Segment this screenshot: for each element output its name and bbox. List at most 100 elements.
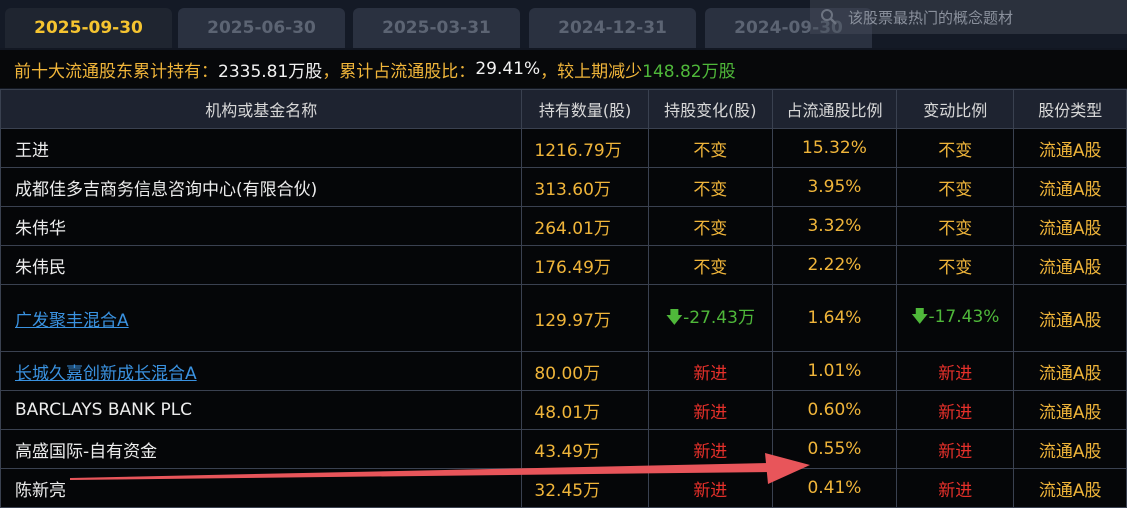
holding-change-value: 不变 (693, 257, 728, 278)
table-header: 机构或基金名称 持有数量(股) 持股变化(股) 占流通股比例 变动比例 股份类型 (0, 89, 1127, 129)
table-row[interactable]: 王进 1216.79万 不变 15.32% 不变 流通A股 (0, 128, 1127, 168)
change-ratio: 新进 (895, 390, 1015, 430)
holding-qty: 313.60万 (521, 167, 649, 207)
tab-2025-06-30[interactable]: 2025-06-30 (178, 8, 345, 48)
change-ratio: 新进 (895, 468, 1015, 508)
holding-change: 不变 (647, 206, 773, 246)
holding-change: 新进 (647, 468, 773, 508)
holding-change-value: 新进 (693, 480, 728, 501)
summary-label-total: 前十大流通股东累计持有： (14, 61, 218, 82)
holding-change: 不变 (647, 128, 773, 168)
holder-name: 朱伟民 (0, 245, 523, 285)
float-pct: 3.32% (771, 206, 897, 246)
holding-qty: 43.49万 (521, 429, 649, 469)
header-change[interactable]: 持股变化(股) (647, 89, 773, 129)
table-row[interactable]: 陈新亮 32.45万 新进 0.41% 新进 流通A股 (0, 468, 1127, 508)
summary-total-shares: 2335.81万股 (218, 61, 323, 82)
header-qty[interactable]: 持有数量(股) (521, 89, 649, 129)
holder-name: 王进 (0, 128, 523, 168)
change-ratio: 不变 (895, 245, 1015, 285)
summary-label-ratio: ，累计占流通股比： (322, 61, 476, 82)
holder-name: 陈新亮 (0, 468, 523, 508)
holding-qty: 80.00万 (521, 351, 649, 391)
share-type: 流通A股 (1013, 468, 1127, 508)
share-type: 流通A股 (1013, 128, 1127, 168)
holding-change: 新进 (647, 351, 773, 391)
holder-name: 朱伟华 (0, 206, 523, 246)
table-row[interactable]: 广发聚丰混合A 129.97万 🡇-27.43万 1.64% 🡇-17.43% 流通A股 (0, 284, 1127, 352)
holding-change: 🡇-27.43万 (647, 284, 773, 352)
table-row[interactable]: 朱伟民 176.49万 不变 2.22% 不变 流通A股 (0, 245, 1127, 285)
holding-change-value: 新进 (693, 363, 728, 384)
shareholders-table: 机构或基金名称 持有数量(股) 持股变化(股) 占流通股比例 变动比例 股份类型… (0, 89, 1127, 508)
change-ratio: 🡇-17.43% (895, 284, 1015, 352)
change-ratio: 新进 (895, 429, 1015, 469)
holder-name: 高盛国际-自有资金 (0, 429, 523, 469)
holder-name[interactable]: 广发聚丰混合A (0, 284, 523, 352)
holding-change: 不变 (647, 245, 773, 285)
holding-change: 新进 (647, 390, 773, 430)
holding-change-value: 不变 (693, 218, 728, 239)
header-type[interactable]: 股份类型 (1013, 89, 1127, 129)
holders-summary: 前十大流通股东累计持有： 2335.81万股 ，累计占流通股比： 29.41% … (0, 50, 1127, 88)
summary-label-change: ，较上期减少 (540, 61, 643, 82)
float-pct: 2.22% (771, 245, 897, 285)
share-type: 流通A股 (1013, 351, 1127, 391)
table-row[interactable]: 成都佳多吉商务信息咨询中心(有限合伙) 313.60万 不变 3.95% 不变 流通A股 (0, 167, 1127, 207)
change-ratio-value: 不变 (938, 257, 973, 278)
change-ratio-value: 新进 (938, 480, 973, 501)
share-type: 流通A股 (1013, 245, 1127, 285)
tab-2025-03-31[interactable]: 2025-03-31 (353, 8, 520, 48)
change-ratio-value: 不变 (938, 218, 973, 239)
change-ratio: 新进 (895, 351, 1015, 391)
change-ratio: 不变 (895, 206, 1015, 246)
tab-2024-12-31[interactable]: 2024-12-31 (529, 8, 696, 48)
float-pct: 1.64% (771, 284, 897, 352)
tab-2025-09-30[interactable]: 2025-09-30 (5, 8, 172, 48)
holder-name: 成都佳多吉商务信息咨询中心(有限合伙) (0, 167, 523, 207)
float-pct: 0.41% (771, 468, 897, 508)
change-ratio-value: 新进 (938, 363, 973, 384)
change-ratio-value: 新进 (938, 402, 973, 423)
holder-name[interactable]: 长城久嘉创新成长混合A (0, 351, 523, 391)
search-input[interactable]: 该股票最热门的概念题材 (810, 0, 1127, 34)
float-pct: 1.01% (771, 351, 897, 391)
holding-change-value: 不变 (693, 140, 728, 161)
float-pct: 3.95% (771, 167, 897, 207)
down-arrow-icon: 🡇 (665, 307, 684, 328)
change-ratio-value: 不变 (938, 179, 973, 200)
holding-change-value: 新进 (693, 402, 728, 423)
change-ratio-value: -17.43% (928, 306, 1000, 327)
holding-change: 新进 (647, 429, 773, 469)
change-ratio: 不变 (895, 167, 1015, 207)
holding-change-value: -27.43万 (683, 307, 755, 328)
float-pct: 0.55% (771, 429, 897, 469)
period-tabs: 2025-09-30 2025-06-30 2025-03-31 2024-12… (0, 0, 1127, 48)
holding-qty: 32.45万 (521, 468, 649, 508)
holding-change-value: 新进 (693, 441, 728, 462)
change-ratio-value: 新进 (938, 441, 973, 462)
holding-qty: 129.97万 (521, 284, 649, 352)
holding-qty: 264.01万 (521, 206, 649, 246)
header-name[interactable]: 机构或基金名称 (0, 89, 523, 129)
float-pct: 15.32% (771, 128, 897, 168)
float-pct: 0.60% (771, 390, 897, 430)
header-pct[interactable]: 占流通股比例 (771, 89, 897, 129)
holding-qty: 1216.79万 (521, 128, 649, 168)
header-ratio[interactable]: 变动比例 (895, 89, 1015, 129)
search-placeholder: 该股票最热门的概念题材 (848, 8, 1014, 27)
table-row[interactable]: 朱伟华 264.01万 不变 3.32% 不变 流通A股 (0, 206, 1127, 246)
table-row[interactable]: BARCLAYS BANK PLC 48.01万 新进 0.60% 新进 流通A股 (0, 390, 1127, 430)
change-ratio: 不变 (895, 128, 1015, 168)
table-row[interactable]: 高盛国际-自有资金 43.49万 新进 0.55% 新进 流通A股 (0, 429, 1127, 469)
change-ratio-value: 不变 (938, 140, 973, 161)
share-type: 流通A股 (1013, 167, 1127, 207)
holding-qty: 48.01万 (521, 390, 649, 430)
holder-name: BARCLAYS BANK PLC (0, 390, 523, 430)
share-type: 流通A股 (1013, 390, 1127, 430)
holding-change-value: 不变 (693, 179, 728, 200)
tab-2024-09-30[interactable]: 2024-09-30 (705, 8, 872, 48)
search-icon (821, 9, 837, 25)
table-row[interactable]: 长城久嘉创新成长混合A 80.00万 新进 1.01% 新进 流通A股 (0, 351, 1127, 391)
summary-ratio: 29.41% (475, 59, 541, 79)
